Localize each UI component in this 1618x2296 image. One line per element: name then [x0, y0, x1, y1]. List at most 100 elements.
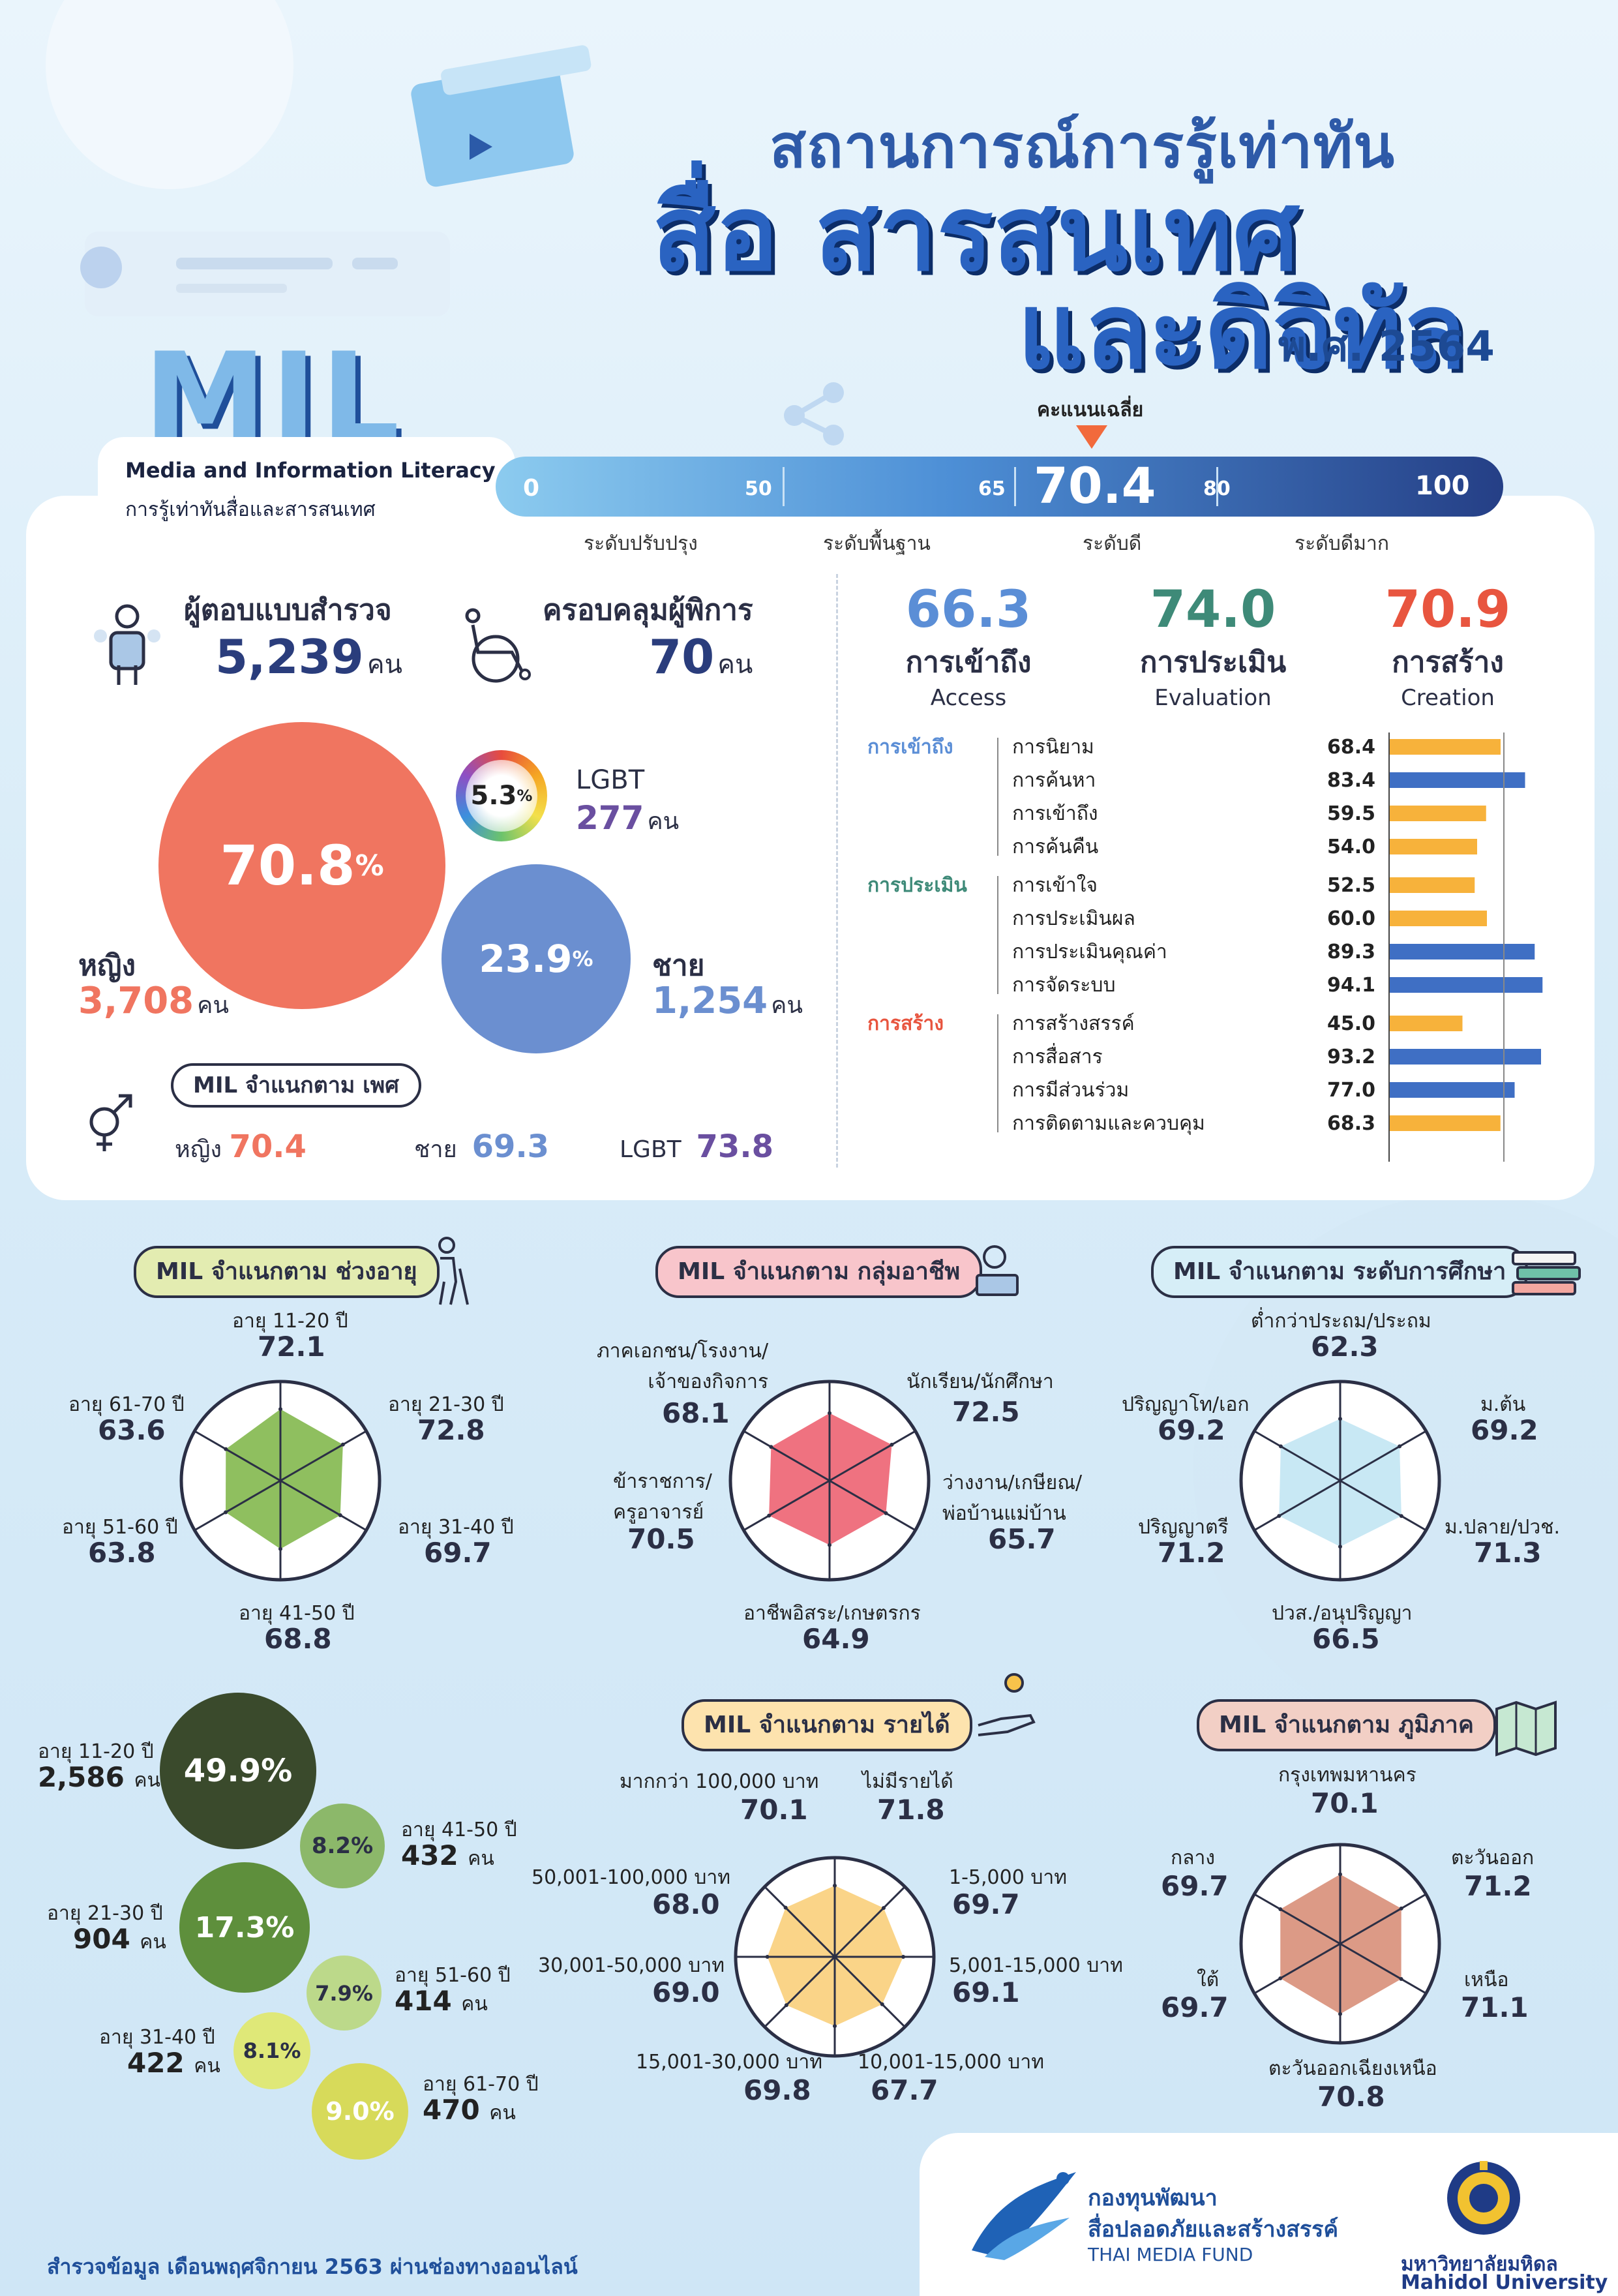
radar-spoke	[280, 1430, 367, 1482]
age-bubble-count: 432 คน	[401, 1839, 494, 1871]
radar-label: ภาคเอกชน/โรงงาน/ เจ้าของกิจการ	[597, 1340, 769, 1393]
radar-spoke	[1253, 1893, 1341, 1945]
elder-icon	[438, 1237, 469, 1305]
age-bubble-count: 422 คน	[127, 2047, 220, 2079]
evaluation-th: การประเมิน	[1139, 646, 1287, 679]
radar-spoke	[280, 1479, 367, 1532]
mil-gender-male-value: 69.3	[472, 1128, 550, 1165]
access-th: การเข้าถึง	[905, 646, 1032, 679]
region-radar-title: MIL จำแนกตาม ภูมิภาค	[1197, 1699, 1496, 1751]
radar-value: 71.2	[1158, 1537, 1225, 1569]
radar-point	[338, 1513, 342, 1517]
card-divider	[836, 574, 840, 1168]
radar-label: ข้าราชการ/ ครูอาจารย์	[613, 1470, 712, 1524]
age-bubble-count: 414 คน	[395, 1985, 488, 2017]
mil-gender-lgbt-value: 73.8	[696, 1128, 773, 1165]
radar-label: นักเรียน/นักศึกษา	[906, 1370, 1054, 1393]
bar-value-label: 68.4	[1327, 736, 1375, 759]
bar-label: การประเมินผล	[1012, 907, 1135, 930]
radar-value: 69.1	[952, 1976, 1020, 2008]
score-scale: 0 50 65 80 100	[496, 457, 1503, 517]
female-count: 3,708	[78, 980, 194, 1022]
scale-tick: 0	[523, 475, 540, 502]
radar-spoke	[1340, 1430, 1427, 1482]
radar-label: ปริญญาตรี	[1138, 1516, 1229, 1539]
bar-label: การประเมินคุณค่า	[1012, 941, 1167, 964]
radar-spoke	[194, 1430, 281, 1482]
radar-value: 69.7	[952, 1888, 1020, 1920]
fund-name-th1: กองทุนพัฒนา	[1088, 2185, 1218, 2211]
radar-point	[767, 1513, 772, 1518]
bar-value-label: 59.5	[1327, 802, 1375, 825]
lgbt-pct: 5.3	[470, 781, 517, 811]
age-bubble-count: 904 คน	[73, 1923, 166, 1955]
bar-group-label: การเข้าถึง	[867, 736, 953, 759]
fund-name-en: THAI MEDIA FUND	[1088, 2244, 1253, 2265]
occupation-radar-title: MIL จำแนกตาม กลุ่มอาชีพ	[655, 1246, 983, 1298]
survey-note: สำรวจข้อมูล เดือนพฤศจิกายน 2563 ผ่านช่อง…	[47, 2254, 578, 2279]
map-icon	[1495, 1700, 1557, 1757]
bar-value-label: 60.0	[1327, 907, 1375, 930]
radar-value: 69.0	[652, 1976, 720, 2008]
mil-gender-title: MIL จำแนกตาม เพศ	[171, 1063, 421, 1108]
radar-label: 1-5,000 บาท	[949, 1866, 1067, 1889]
radar-value: 64.9	[802, 1623, 870, 1655]
radar-label: ตะวันออก	[1451, 1847, 1535, 1869]
level-label: ระดับพื้นฐาน	[823, 532, 931, 555]
bar-label: การนิยาม	[1012, 736, 1094, 759]
disabled-unit: คน	[717, 650, 753, 680]
radar-value: 71.1	[1461, 1991, 1529, 2023]
bar	[1389, 1049, 1541, 1065]
age-bubble-label: อายุ 31-40 ปี	[99, 2026, 215, 2049]
mil-gender-lgbt: LGBT 73.8	[620, 1128, 773, 1165]
subcomponent-bar-chart: การนิยาม 68.4 การค้นหา 83.4 การเข้าถึง 59.5 กา…	[867, 727, 1543, 1162]
radar-label: มากกว่า 100,000 บาท	[620, 1770, 819, 1793]
bar-value-label: 93.2	[1327, 1046, 1375, 1068]
radar-value: 71.2	[1464, 1870, 1532, 1902]
radar-label: กลาง	[1171, 1847, 1216, 1869]
bar	[1389, 1115, 1501, 1131]
radar-point	[833, 1883, 837, 1888]
radar-point	[881, 1906, 886, 1911]
education-radar-chart	[1239, 1380, 1441, 1582]
radar-point	[833, 2024, 837, 2029]
bar-value-label: 77.0	[1327, 1079, 1375, 1102]
mil-gender-female: หญิง 70.4	[175, 1128, 307, 1165]
scale-divider	[783, 467, 785, 506]
radar-point	[880, 2002, 884, 2006]
radar-label: อายุ 51-60 ปี	[62, 1516, 178, 1539]
radar-spoke	[833, 1886, 906, 1958]
hand-coin-icon	[978, 1673, 1036, 1736]
age-bubble-count: 470 คน	[423, 2094, 516, 2126]
lgbt-count-wrap: 277 คน	[576, 799, 680, 837]
mil-english-name: Media and Information Literacy	[125, 458, 496, 483]
age-radar-title: MIL จำแนกตาม ช่วงอายุ	[134, 1246, 440, 1298]
bar	[1389, 911, 1487, 926]
dimension-creation: 70.9 การสร้าง Creation	[1356, 581, 1539, 711]
books-icon	[1512, 1251, 1581, 1295]
radar-label: ใต้	[1197, 1969, 1220, 1991]
bar-label: การค้นหา	[1012, 769, 1096, 792]
male-pct: 23.9	[479, 937, 573, 981]
bar	[1389, 739, 1501, 755]
radar-point	[224, 1510, 228, 1515]
bar-label: การเข้าถึง	[1012, 802, 1098, 825]
dimension-evaluation: 74.0 การประเมิน Evaluation	[1122, 581, 1304, 711]
radar-point	[1338, 1417, 1342, 1421]
dimension-access: 66.3 การเข้าถึง Access	[877, 581, 1060, 711]
bar	[1389, 772, 1525, 788]
male-bubble: 23.9%	[442, 864, 631, 1053]
bar-value-label: 54.0	[1327, 836, 1375, 858]
scale-tick: 100	[1415, 471, 1470, 501]
radar-spoke	[194, 1479, 281, 1532]
average-label: คะแนนเฉลี่ย	[1037, 399, 1144, 421]
disabled-count: 70	[649, 629, 715, 684]
radar-spoke	[829, 1479, 916, 1532]
radar-label: ต่ำกว่าประถม/ประถม	[1251, 1310, 1431, 1333]
radar-spoke	[764, 1886, 836, 1958]
radar-point	[1278, 1976, 1283, 1980]
radar-point	[1338, 1545, 1342, 1549]
radar-point	[278, 1547, 282, 1551]
level-label: ระดับดี	[1083, 532, 1142, 555]
radar-point	[1338, 1872, 1342, 1877]
